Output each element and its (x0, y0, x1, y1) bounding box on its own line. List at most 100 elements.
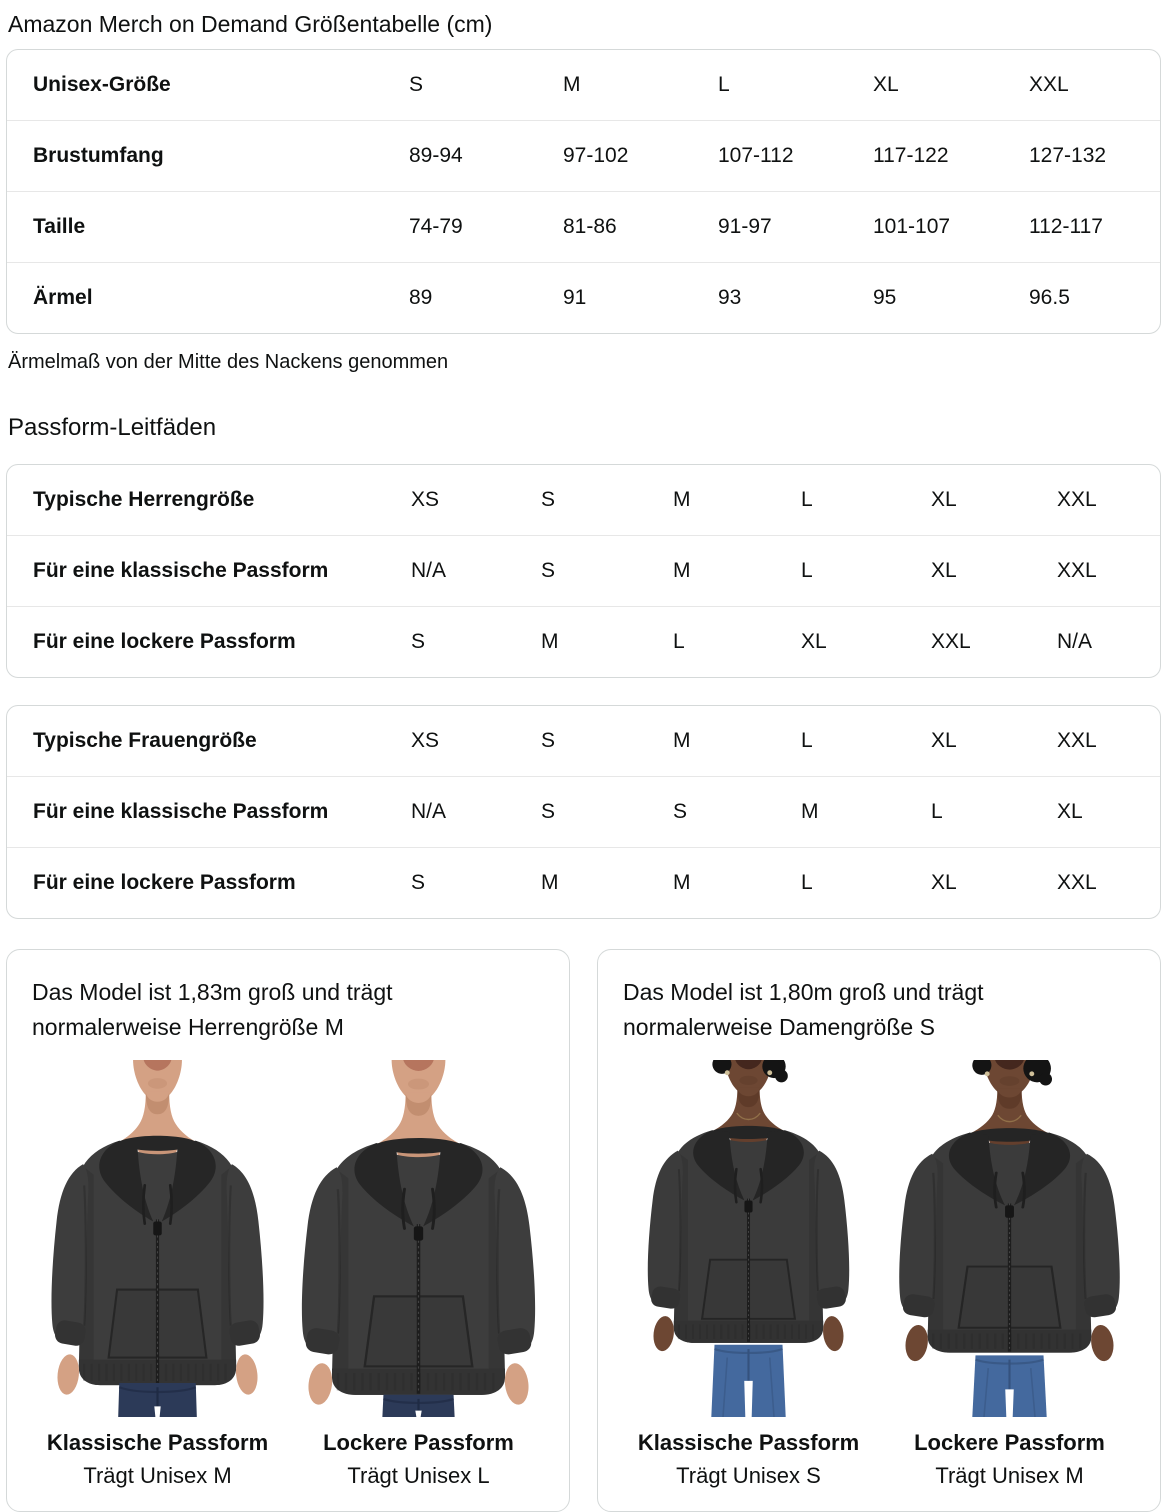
fit-cell: L (801, 559, 813, 582)
fit-label: Klassische Passform (637, 1430, 860, 1455)
women-fit-table: Typische Frauengröße XS S M L XL XXL Für… (6, 705, 1161, 919)
fit-cell: XL (931, 729, 957, 752)
worn-size-label: Trägt Unisex S (676, 1463, 821, 1488)
fit-cell: M (673, 488, 691, 511)
table-row: Taille 74-79 81-86 91-97 101-107 112-117 (7, 191, 1160, 262)
row-label: Typische Frauengröße (33, 729, 257, 752)
fit-cell: M (673, 559, 691, 582)
male-model-card: Das Model ist 1,83m groß und trägt norma… (6, 949, 570, 1512)
fit-cell: XS (411, 488, 440, 511)
row-label: Typische Herrengröße (33, 488, 255, 511)
fit-cell: XL (931, 488, 957, 511)
size-cell: XXL (1029, 73, 1069, 96)
model-description: Das Model ist 1,80m groß und trägt norma… (623, 979, 984, 1040)
size-cell: 127-132 (1029, 144, 1107, 167)
table-row: Typische Herrengröße XS S M L XL XXL (7, 465, 1160, 535)
fit-cell: S (673, 800, 688, 823)
fit-cell: XL (1057, 800, 1083, 823)
worn-size-label: Trägt Unisex M (935, 1463, 1084, 1488)
fit-cell: M (673, 729, 691, 752)
table-row: Für eine lockere Passform S M M L XL XXL (7, 847, 1160, 918)
fit-cell: XS (411, 729, 440, 752)
size-cell: 117-122 (873, 144, 949, 167)
size-cell: 74-79 (409, 215, 463, 238)
worn-size-label: Trägt Unisex M (83, 1463, 232, 1488)
fit-cell: L (801, 729, 813, 752)
model-photo-female-loose-fit (882, 1060, 1137, 1417)
table-row: Ärmel 89 91 93 95 96.5 (7, 262, 1160, 333)
size-cell: 81-86 (563, 215, 617, 238)
fit-cell: XXL (931, 630, 971, 653)
size-cell: 89-94 (409, 144, 463, 167)
model-photo-male-loose-fit (291, 1060, 546, 1417)
fit-cell: XXL (1057, 871, 1097, 894)
size-cell: 93 (718, 286, 742, 309)
fit-label: Lockere Passform (323, 1430, 514, 1455)
female-model-card: Das Model ist 1,80m groß und trägt norma… (597, 949, 1161, 1512)
size-cell: 97-102 (563, 144, 629, 167)
worn-size-label: Trägt Unisex L (347, 1463, 490, 1488)
size-cell: 107-112 (718, 144, 794, 167)
table-row: Für eine klassische Passform N/A S S M L… (7, 776, 1160, 847)
page-title: Amazon Merch on Demand Größentabelle (cm… (8, 11, 493, 37)
fit-cell: N/A (411, 559, 447, 582)
fit-cell: M (801, 800, 819, 823)
fit-cell: XL (931, 559, 957, 582)
fit-cell: L (801, 871, 813, 894)
fit-cell: M (541, 630, 559, 653)
fit-label: Klassische Passform (46, 1430, 269, 1455)
model-photo-female-classic-fit (621, 1060, 876, 1417)
table-row: Typische Frauengröße XS S M L XL XXL (7, 706, 1160, 776)
sleeve-measure-note: Ärmelmaß von der Mitte des Nackens genom… (8, 351, 449, 373)
table-row: Unisex-Größe S M L XL XXL (7, 50, 1160, 120)
figure-female-loose: Lockere Passform Trägt Unisex M (882, 1060, 1137, 1489)
fit-cell: L (931, 800, 943, 823)
fit-cell: S (411, 630, 426, 653)
fit-cell: XL (931, 871, 957, 894)
size-cell: M (563, 73, 581, 96)
size-cell: S (409, 73, 424, 96)
men-fit-table: Typische Herrengröße XS S M L XL XXL Für… (6, 464, 1161, 678)
model-cards: Das Model ist 1,83m groß und trägt norma… (6, 949, 1161, 1512)
size-cell: 112-117 (1029, 215, 1103, 238)
size-cell: 95 (873, 286, 897, 309)
model-description: Das Model ist 1,83m groß und trägt norma… (32, 979, 393, 1040)
table-row: Für eine lockere Passform S M L XL XXL N… (7, 606, 1160, 677)
table-row: Brustumfang 89-94 97-102 107-112 117-122… (7, 120, 1160, 191)
fit-cell: N/A (1057, 630, 1093, 653)
size-cell: L (718, 73, 730, 96)
size-cell: XL (873, 73, 899, 96)
fit-guides-heading: Passform-Leitfäden (8, 414, 217, 441)
fit-cell: XXL (1057, 729, 1097, 752)
fit-cell: M (541, 871, 559, 894)
figure-female-classic: Klassische Passform Trägt Unisex S (621, 1060, 876, 1489)
fit-cell: S (541, 559, 556, 582)
row-label: Für eine lockere Passform (33, 630, 296, 653)
fit-cell: S (411, 871, 426, 894)
fit-cell: L (673, 630, 685, 653)
figure-male-loose: Lockere Passform Trägt Unisex L (291, 1060, 546, 1489)
row-label: Brustumfang (33, 144, 164, 167)
fit-label: Lockere Passform (914, 1430, 1105, 1455)
fit-cell: XXL (1057, 559, 1097, 582)
fit-cell: S (541, 800, 556, 823)
size-cell: 96.5 (1029, 286, 1070, 309)
fit-cell: XL (801, 630, 827, 653)
model-photo-male-classic-fit (30, 1060, 285, 1417)
row-label: Für eine klassische Passform (33, 559, 329, 582)
size-cell: 91-97 (718, 215, 772, 238)
size-cell: 89 (409, 286, 433, 309)
size-cell: 101-107 (873, 215, 951, 238)
fit-cell: L (801, 488, 813, 511)
row-label: Für eine klassische Passform (33, 800, 329, 823)
size-cell: 91 (563, 286, 587, 309)
fit-cell: XXL (1057, 488, 1097, 511)
row-label: Für eine lockere Passform (33, 871, 296, 894)
row-label: Taille (33, 215, 86, 238)
figure-male-classic: Klassische Passform Trägt Unisex M (30, 1060, 285, 1489)
row-label: Unisex-Größe (33, 73, 171, 96)
fit-cell: N/A (411, 800, 447, 823)
fit-cell: S (541, 488, 556, 511)
table-row: Für eine klassische Passform N/A S M L X… (7, 535, 1160, 606)
row-label: Ärmel (33, 286, 93, 309)
